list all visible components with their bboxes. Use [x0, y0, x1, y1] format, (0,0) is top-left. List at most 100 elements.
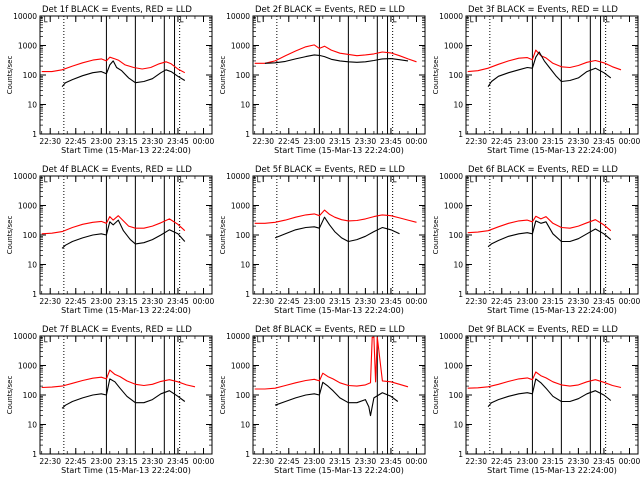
y-tick-label: 1: [458, 130, 463, 139]
x-tick-label: 23:15: [542, 297, 564, 306]
panel-8: Det 8f BLACK = Events, RED = LLD 1 10 100 10…: [219, 325, 428, 475]
series-line-lld: [254, 336, 409, 390]
panel-title: Det 4f BLACK = Events, RED = LLD: [42, 165, 192, 175]
panel-9: Det 9f BLACK = Events, RED = LLD 1 10 100 10…: [432, 325, 640, 475]
x-tick-label: 00:00: [406, 297, 428, 306]
y-tick-label: 10: [453, 261, 463, 270]
x-tick-label: 23:45: [167, 297, 189, 306]
y-tick-label: 1: [245, 290, 250, 299]
series-line-lld: [467, 371, 622, 389]
y-tick-label: 100: [23, 71, 38, 80]
y-axis-label: Counts/sec: [6, 216, 14, 255]
series-line-events: [61, 219, 186, 249]
x-tick-label: 23:45: [593, 137, 615, 146]
x-tick-label: 22:45: [65, 457, 87, 466]
legend-glyph-right: └: [604, 16, 610, 28]
y-tick-label: 10: [240, 101, 250, 110]
panel-title: Det 9f BLACK = Events, RED = LLD: [468, 325, 618, 335]
panel-4: Det 4f BLACK = Events, RED = LLD 1 10 100 10…: [6, 165, 215, 315]
x-tick-label: 22:30: [252, 297, 274, 306]
x-tick-label: 22:45: [491, 457, 513, 466]
x-tick-label: 00:00: [619, 137, 640, 146]
x-tick-label: 23:00: [90, 137, 112, 146]
series-line-lld: [467, 215, 612, 234]
series-line-lld: [41, 369, 196, 389]
legend-glyph: └: [468, 176, 474, 188]
series-line-events: [487, 51, 612, 88]
x-tick-label: 22:30: [465, 457, 487, 466]
legend-glyph: └: [255, 16, 261, 28]
x-tick-label: 23:45: [167, 457, 189, 466]
y-tick-label: 10000: [226, 172, 250, 181]
x-tick-label: 23:30: [355, 137, 377, 146]
x-tick-label: 23:45: [593, 297, 615, 306]
x-tick-label: 23:00: [90, 457, 112, 466]
legend-glyph-right: └: [178, 336, 184, 348]
y-tick-label: 100: [236, 71, 251, 80]
y-tick-label: 10: [240, 421, 250, 430]
x-tick-label: 23:00: [303, 297, 325, 306]
y-tick-label: 100: [449, 231, 464, 240]
x-tick-label: 23:00: [303, 137, 325, 146]
x-tick-label: 23:00: [516, 457, 538, 466]
y-tick-label: 100: [23, 391, 38, 400]
y-tick-label: 10: [240, 261, 250, 270]
x-tick-label: 23:15: [329, 297, 351, 306]
x-tick-label: 23:15: [116, 457, 138, 466]
legend-glyph: └: [468, 16, 474, 28]
x-tick-label: 00:00: [406, 137, 428, 146]
panel-title: Det 1f BLACK = Events, RED = LLD: [42, 5, 192, 15]
y-tick-label: 10: [453, 101, 463, 110]
y-tick-label: 10: [27, 421, 37, 430]
y-tick-label: 1: [245, 450, 250, 459]
x-tick-label: 23:45: [380, 457, 402, 466]
y-tick-label: 1: [32, 130, 37, 139]
series-line-events: [274, 216, 400, 243]
y-tick-label: 10000: [439, 172, 463, 181]
y-tick-label: 1: [32, 450, 37, 459]
panel-title: Det 3f BLACK = Events, RED = LLD: [468, 5, 618, 15]
x-tick-label: 23:45: [593, 457, 615, 466]
y-tick-label: 1000: [231, 362, 250, 371]
y-axis-label: Counts/sec: [432, 376, 440, 415]
y-tick-label: 10000: [13, 172, 37, 181]
panel-3: Det 3f BLACK = Events, RED = LLD 1 10 100 10…: [432, 5, 640, 155]
y-tick-label: 10: [27, 261, 37, 270]
x-tick-label: 22:45: [278, 297, 300, 306]
series-line-lld: [254, 44, 417, 64]
panel-title: Det 7f BLACK = Events, RED = LLD: [42, 325, 192, 335]
x-axis-label: Start Time (15-Mar-13 22:24:00): [61, 306, 191, 315]
y-axis-label: Counts/sec: [6, 56, 14, 95]
legend-glyph: └: [42, 176, 48, 188]
y-axis-label: Counts/sec: [219, 376, 227, 415]
x-tick-label: 00:00: [619, 457, 640, 466]
panel-5: Det 5f BLACK = Events, RED = LLD 1 10 100 10…: [219, 165, 428, 315]
x-tick-label: 22:30: [39, 457, 61, 466]
x-tick-label: 22:45: [491, 297, 513, 306]
x-tick-label: 23:15: [329, 137, 351, 146]
y-tick-label: 1000: [231, 42, 250, 51]
panel-title: Det 2f BLACK = Events, RED = LLD: [255, 5, 405, 15]
x-tick-label: 22:45: [491, 137, 513, 146]
legend-glyph: └: [468, 336, 474, 348]
x-tick-label: 23:15: [116, 137, 138, 146]
series-line-events: [487, 220, 612, 248]
y-tick-label: 100: [236, 391, 251, 400]
x-tick-label: 23:45: [167, 137, 189, 146]
x-tick-label: 23:30: [355, 297, 377, 306]
x-axis-label: Start Time (15-Mar-13 22:24:00): [487, 306, 617, 315]
x-tick-label: 23:45: [380, 137, 402, 146]
series-line-lld: [41, 56, 186, 74]
x-tick-label: 22:30: [39, 297, 61, 306]
x-tick-label: 23:30: [568, 297, 590, 306]
series-line-lld: [41, 215, 186, 235]
x-tick-label: 00:00: [193, 297, 215, 306]
panel-title: Det 5f BLACK = Events, RED = LLD: [255, 165, 405, 175]
y-tick-label: 10000: [439, 332, 463, 341]
y-tick-label: 1: [458, 450, 463, 459]
series-line-lld: [467, 49, 622, 73]
y-axis-label: Counts/sec: [432, 216, 440, 255]
x-axis-label: Start Time (15-Mar-13 22:24:00): [61, 146, 191, 155]
x-tick-label: 23:45: [380, 297, 402, 306]
